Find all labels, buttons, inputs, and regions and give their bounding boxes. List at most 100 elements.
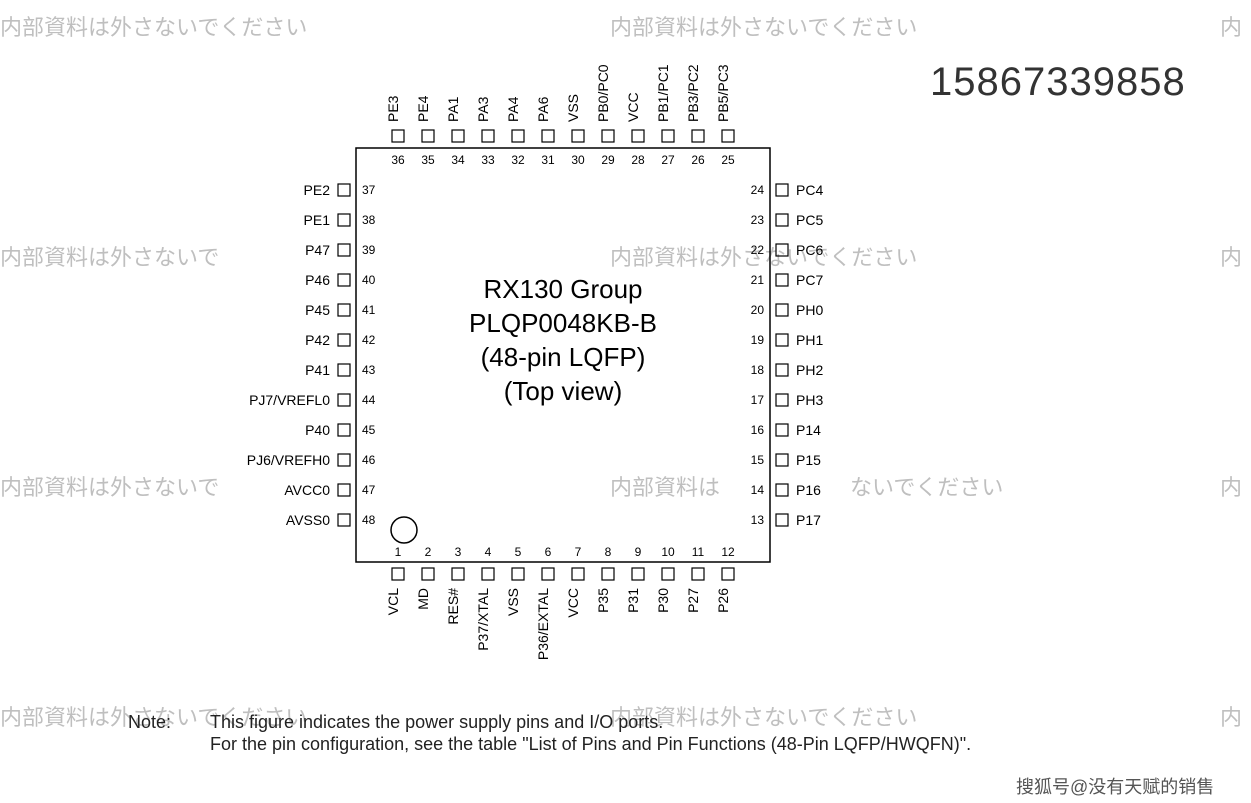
pin-pad	[512, 130, 524, 142]
pin-label: PB1/PC1	[655, 64, 671, 122]
pin-pad	[776, 484, 788, 496]
pin-pad	[776, 214, 788, 226]
pin-label: PA3	[475, 96, 491, 122]
pin-number: 18	[751, 363, 765, 377]
chip-title-line: PLQP0048KB-B	[469, 308, 657, 338]
pin-label: PC6	[796, 242, 823, 258]
pin-number: 25	[721, 153, 735, 167]
pin-number: 47	[362, 483, 376, 497]
pin-label: P47	[305, 242, 330, 258]
pin-number: 28	[631, 153, 645, 167]
pin-pad	[392, 568, 404, 580]
pin-number: 34	[451, 153, 465, 167]
pin-number: 2	[425, 545, 432, 559]
pin-pad	[692, 568, 704, 580]
pin-pad	[482, 568, 494, 580]
pin-label: VCC	[625, 92, 641, 122]
pin-number: 15	[751, 453, 765, 467]
pin-label: VSS	[505, 588, 521, 616]
pin-label: PH3	[796, 392, 823, 408]
pin-pad	[338, 214, 350, 226]
pin-pad	[542, 130, 554, 142]
pin-number: 42	[362, 333, 376, 347]
pin-number: 21	[751, 273, 765, 287]
pin-pad	[512, 568, 524, 580]
pin-pad	[632, 568, 644, 580]
pin-label: P41	[305, 362, 330, 378]
pin-pad	[338, 514, 350, 526]
pin-label: PE2	[304, 182, 331, 198]
pin-pad	[482, 130, 494, 142]
pin-label: PH1	[796, 332, 823, 348]
pin-pad	[392, 130, 404, 142]
pin-label: PJ7/VREFL0	[249, 392, 330, 408]
pin-number: 22	[751, 243, 765, 257]
pin-number: 46	[362, 453, 376, 467]
pin-label: RES#	[445, 588, 461, 625]
pin-number: 40	[362, 273, 376, 287]
pin-number: 38	[362, 213, 376, 227]
pin-number: 16	[751, 423, 765, 437]
pin-label: VCC	[565, 588, 581, 618]
pin-pad	[776, 274, 788, 286]
pin-pad	[776, 184, 788, 196]
pin-label: P46	[305, 272, 330, 288]
pin-number: 4	[485, 545, 492, 559]
pin-number: 5	[515, 545, 522, 559]
pin-pad	[692, 130, 704, 142]
chip-title-line: (48-pin LQFP)	[481, 342, 646, 372]
pin-number: 32	[511, 153, 525, 167]
pin-label: P30	[655, 588, 671, 613]
pin-label: PE1	[304, 212, 331, 228]
pin-pad	[602, 130, 614, 142]
pin-pad	[776, 364, 788, 376]
chip-title-line: (Top view)	[504, 376, 622, 406]
pin-label: P16	[796, 482, 821, 498]
pin-label: AVCC0	[284, 482, 330, 498]
pin-number: 37	[362, 183, 376, 197]
pin-pad	[776, 424, 788, 436]
pin-label: MD	[415, 588, 431, 610]
pin-number: 10	[661, 545, 675, 559]
pin-pad	[542, 568, 554, 580]
note-label: Note:	[128, 712, 171, 733]
pin-pad	[722, 130, 734, 142]
pin-label: P45	[305, 302, 330, 318]
pin-pad	[776, 244, 788, 256]
note-line-1: This figure indicates the power supply p…	[210, 712, 663, 733]
pin-number: 3	[455, 545, 462, 559]
pin-label: PA4	[505, 96, 521, 122]
pin-label: VCL	[385, 588, 401, 615]
pin-number: 12	[721, 545, 735, 559]
pin-label: P26	[715, 588, 731, 613]
pin-label: P14	[796, 422, 821, 438]
pin-pad	[662, 130, 674, 142]
pin-label: P40	[305, 422, 330, 438]
pin-pad	[602, 568, 614, 580]
pin-pad	[338, 274, 350, 286]
pin-label: P31	[625, 588, 641, 613]
pin-number: 14	[751, 483, 765, 497]
pin-label: PH0	[796, 302, 823, 318]
pin-number: 6	[545, 545, 552, 559]
pin-pad	[452, 130, 464, 142]
pin-label: PJ6/VREFH0	[247, 452, 330, 468]
pin-pad	[338, 424, 350, 436]
pin-number: 33	[481, 153, 495, 167]
pin-number: 20	[751, 303, 765, 317]
pin-label: PB5/PC3	[715, 64, 731, 122]
pin-pad	[338, 304, 350, 316]
pin-pad	[776, 514, 788, 526]
pin-pad	[662, 568, 674, 580]
pin-label: P36/EXTAL	[535, 588, 551, 660]
pin-pad	[776, 304, 788, 316]
pin-label: P15	[796, 452, 821, 468]
pin-label: VSS	[565, 94, 581, 122]
pin-label: PE3	[385, 95, 401, 122]
pin-label: PC5	[796, 212, 823, 228]
pin-label: PC7	[796, 272, 823, 288]
pin-number: 36	[391, 153, 405, 167]
pin-label: P27	[685, 588, 701, 613]
pin-label: AVSS0	[286, 512, 330, 528]
pin-number: 7	[575, 545, 582, 559]
